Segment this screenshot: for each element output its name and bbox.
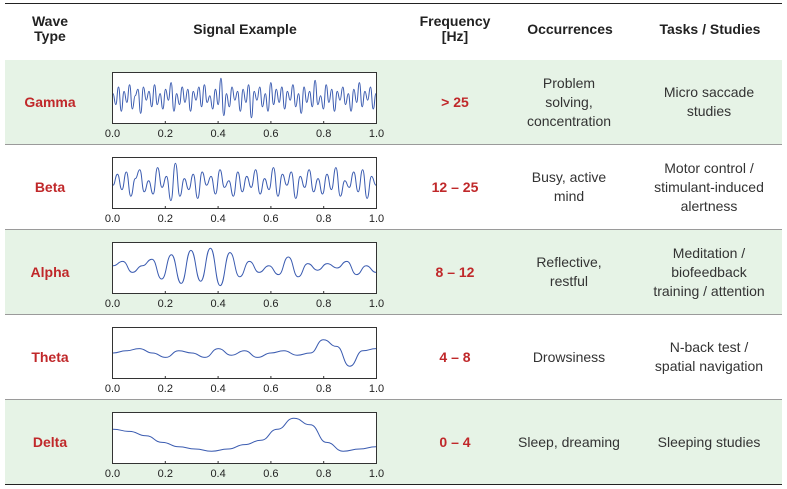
signal-plot-svg: 0.0 0.2 0.4 0.6 0.8 1.0	[105, 242, 384, 310]
x-tick-label: 0.8	[316, 128, 331, 140]
signal-plot: 0.0 0.2 0.4 0.6 0.8 1.0	[105, 412, 384, 482]
signal-plot-svg: 0.0 0.2 0.4 0.6 0.8 1.0	[105, 412, 384, 480]
signal-plot: 0.0 0.2 0.4 0.6 0.8 1.0	[105, 327, 384, 397]
x-tick-label: 1.0	[369, 298, 384, 310]
x-tick-label: 0.8	[316, 213, 331, 225]
occurrences-text: Reflective, restful	[536, 254, 602, 289]
x-tick-label: 0.6	[263, 213, 278, 225]
x-tick-label: 0.4	[210, 468, 225, 480]
x-tick-label: 0.4	[210, 298, 225, 310]
x-tick-label: 1.0	[369, 213, 384, 225]
x-tick-label: 1.0	[369, 468, 384, 480]
x-tick-label: 0.0	[105, 383, 120, 395]
x-tick-label: 0.4	[210, 383, 225, 395]
signal-plot-svg: 0.0 0.2 0.4 0.6 0.8 1.0	[105, 157, 384, 225]
x-tick-label: 0.2	[158, 128, 173, 140]
x-tick-label: 0.2	[158, 383, 173, 395]
tasks-studies-text: Micro saccade studies	[663, 84, 755, 119]
frequency-value: > 25	[441, 94, 469, 110]
x-tick-label: 0.0	[105, 128, 120, 140]
x-tick-label: 0.0	[105, 213, 120, 225]
row-separator	[5, 314, 782, 315]
wave-name: Beta	[34, 179, 66, 195]
x-tick-label: 0.2	[158, 468, 173, 480]
frequency-value: 8 – 12	[435, 264, 475, 280]
signal-plot-svg: 0.0 0.2 0.4 0.6 0.8 1.0	[105, 72, 384, 140]
row-separator	[5, 399, 782, 400]
header-tasks-studies: Tasks / Studies	[659, 20, 761, 37]
signal-line	[112, 417, 377, 452]
occurrences-text: Drowsiness	[532, 348, 606, 365]
frequency-value: 0 – 4	[439, 434, 471, 450]
signal-plot: 0.0 0.2 0.4 0.6 0.8 1.0	[105, 242, 384, 312]
x-tick-label: 0.8	[316, 383, 331, 395]
x-tick-label: 0.0	[105, 468, 120, 480]
tasks-studies-text: N-back test / spatial navigation	[654, 339, 764, 374]
signal-plot-svg: 0.0 0.2 0.4 0.6 0.8 1.0	[105, 327, 384, 395]
x-tick-label: 0.2	[158, 298, 173, 310]
signal-plot: 0.0 0.2 0.4 0.6 0.8 1.0	[105, 157, 384, 227]
signal-plot: 0.0 0.2 0.4 0.6 0.8 1.0	[105, 72, 384, 142]
x-tick-label: 0.4	[210, 213, 225, 225]
x-tick-label: 0.6	[263, 128, 278, 140]
table-top-rule	[5, 3, 782, 4]
x-tick-label: 0.4	[210, 128, 225, 140]
x-tick-label: 0.8	[316, 468, 331, 480]
row-separator	[5, 144, 782, 145]
x-tick-label: 0.6	[263, 383, 278, 395]
row-separator	[5, 229, 782, 230]
signal-line	[112, 339, 377, 367]
occurrences-text: Busy, active mind	[531, 169, 607, 204]
x-tick-label: 0.6	[263, 298, 278, 310]
wave-name: Gamma	[24, 94, 76, 110]
tasks-studies-text: Sleeping studies	[657, 433, 761, 450]
wave-name: Theta	[31, 349, 69, 365]
header-wave-type: Wave Type	[31, 13, 69, 44]
x-tick-label: 0.0	[105, 298, 120, 310]
plot-frame	[112, 412, 377, 464]
tasks-studies-text: Meditation / biofeedback training / atte…	[653, 244, 765, 299]
signal-line	[112, 162, 377, 202]
occurrences-text: Problem solving, concentration	[526, 74, 612, 129]
tasks-studies-text: Motor control / stimulant-induced alertn…	[654, 159, 764, 214]
x-tick-label: 0.8	[316, 298, 331, 310]
table-bottom-rule	[5, 484, 782, 485]
signal-line	[112, 247, 377, 287]
frequency-value: 4 – 8	[439, 349, 471, 365]
wave-name: Alpha	[30, 264, 70, 280]
occurrences-text: Sleep, dreaming	[518, 433, 620, 450]
header-signal-example: Signal Example	[193, 20, 297, 37]
x-tick-label: 1.0	[369, 383, 384, 395]
header-frequency: Frequency [Hz]	[419, 13, 491, 44]
x-tick-label: 0.2	[158, 213, 173, 225]
x-tick-label: 0.6	[263, 468, 278, 480]
header-occurrences: Occurrences	[527, 20, 613, 37]
x-tick-label: 1.0	[369, 128, 384, 140]
signal-line	[112, 77, 377, 119]
wave-name: Delta	[32, 434, 68, 450]
frequency-value: 12 – 25	[431, 179, 479, 195]
plot-frame	[112, 327, 377, 379]
